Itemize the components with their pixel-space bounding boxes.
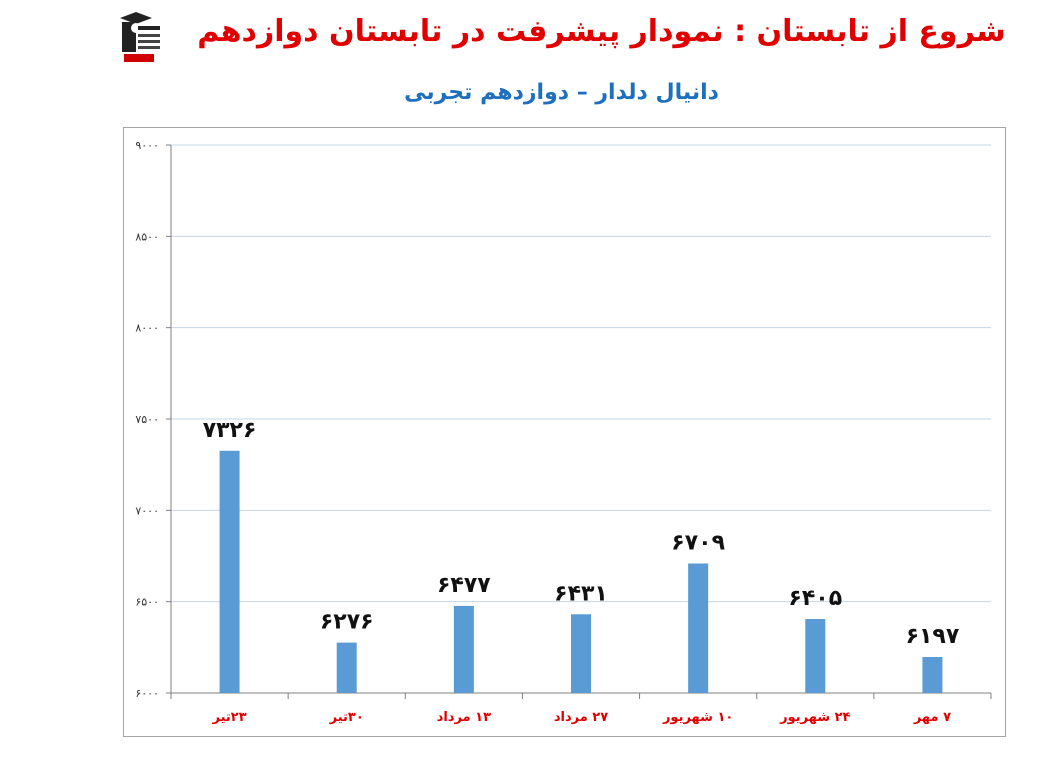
data-label: ۶۴۰۵	[788, 586, 842, 611]
y-tick-label: ۸۰۰۰	[135, 322, 159, 335]
y-tick-label: ۷۰۰۰	[135, 504, 159, 517]
data-label: ۶۷۰۹	[671, 530, 725, 555]
x-tick-label: ۲۴ شهریور	[779, 710, 850, 725]
logo	[120, 8, 162, 66]
data-label: ۶۴۳۱	[554, 581, 608, 606]
bar	[571, 614, 591, 693]
x-tick-label: ۳۰تیر	[329, 710, 364, 725]
x-tick-label: ۲۷ مرداد	[554, 710, 608, 725]
y-tick-label: ۶۵۰۰	[135, 596, 159, 609]
x-tick-label: ۱۳ مرداد	[437, 710, 491, 725]
bar	[336, 642, 357, 693]
y-tick-label: ۹۰۰۰	[135, 139, 159, 152]
x-tick-label: ۱۰ شهریور	[662, 710, 733, 725]
data-label: ۶۱۹۷	[906, 624, 960, 649]
chart-frame	[123, 127, 1006, 737]
data-label: ۶۴۷۷	[437, 573, 491, 598]
bar	[219, 450, 240, 693]
bar	[453, 605, 474, 693]
x-tick-label: ۲۳تیر	[211, 710, 246, 725]
page-subtitle: دانیال دلدار – دوازدهم تجربی	[404, 80, 719, 105]
page-title: شروع از تابستان : نمودار پیشرفت در تابست…	[197, 14, 1006, 49]
y-tick-label: ۷۵۰۰	[135, 413, 159, 426]
data-label: ۷۳۲۶	[203, 418, 257, 443]
data-label: ۶۲۷۶	[320, 610, 374, 635]
bar	[922, 657, 943, 693]
bar	[688, 563, 709, 693]
bar	[805, 619, 826, 693]
x-tick-label: ۷ مهر	[913, 710, 951, 725]
y-tick-label: ۸۵۰۰	[135, 230, 159, 243]
y-tick-label: ۶۰۰۰	[135, 687, 159, 700]
